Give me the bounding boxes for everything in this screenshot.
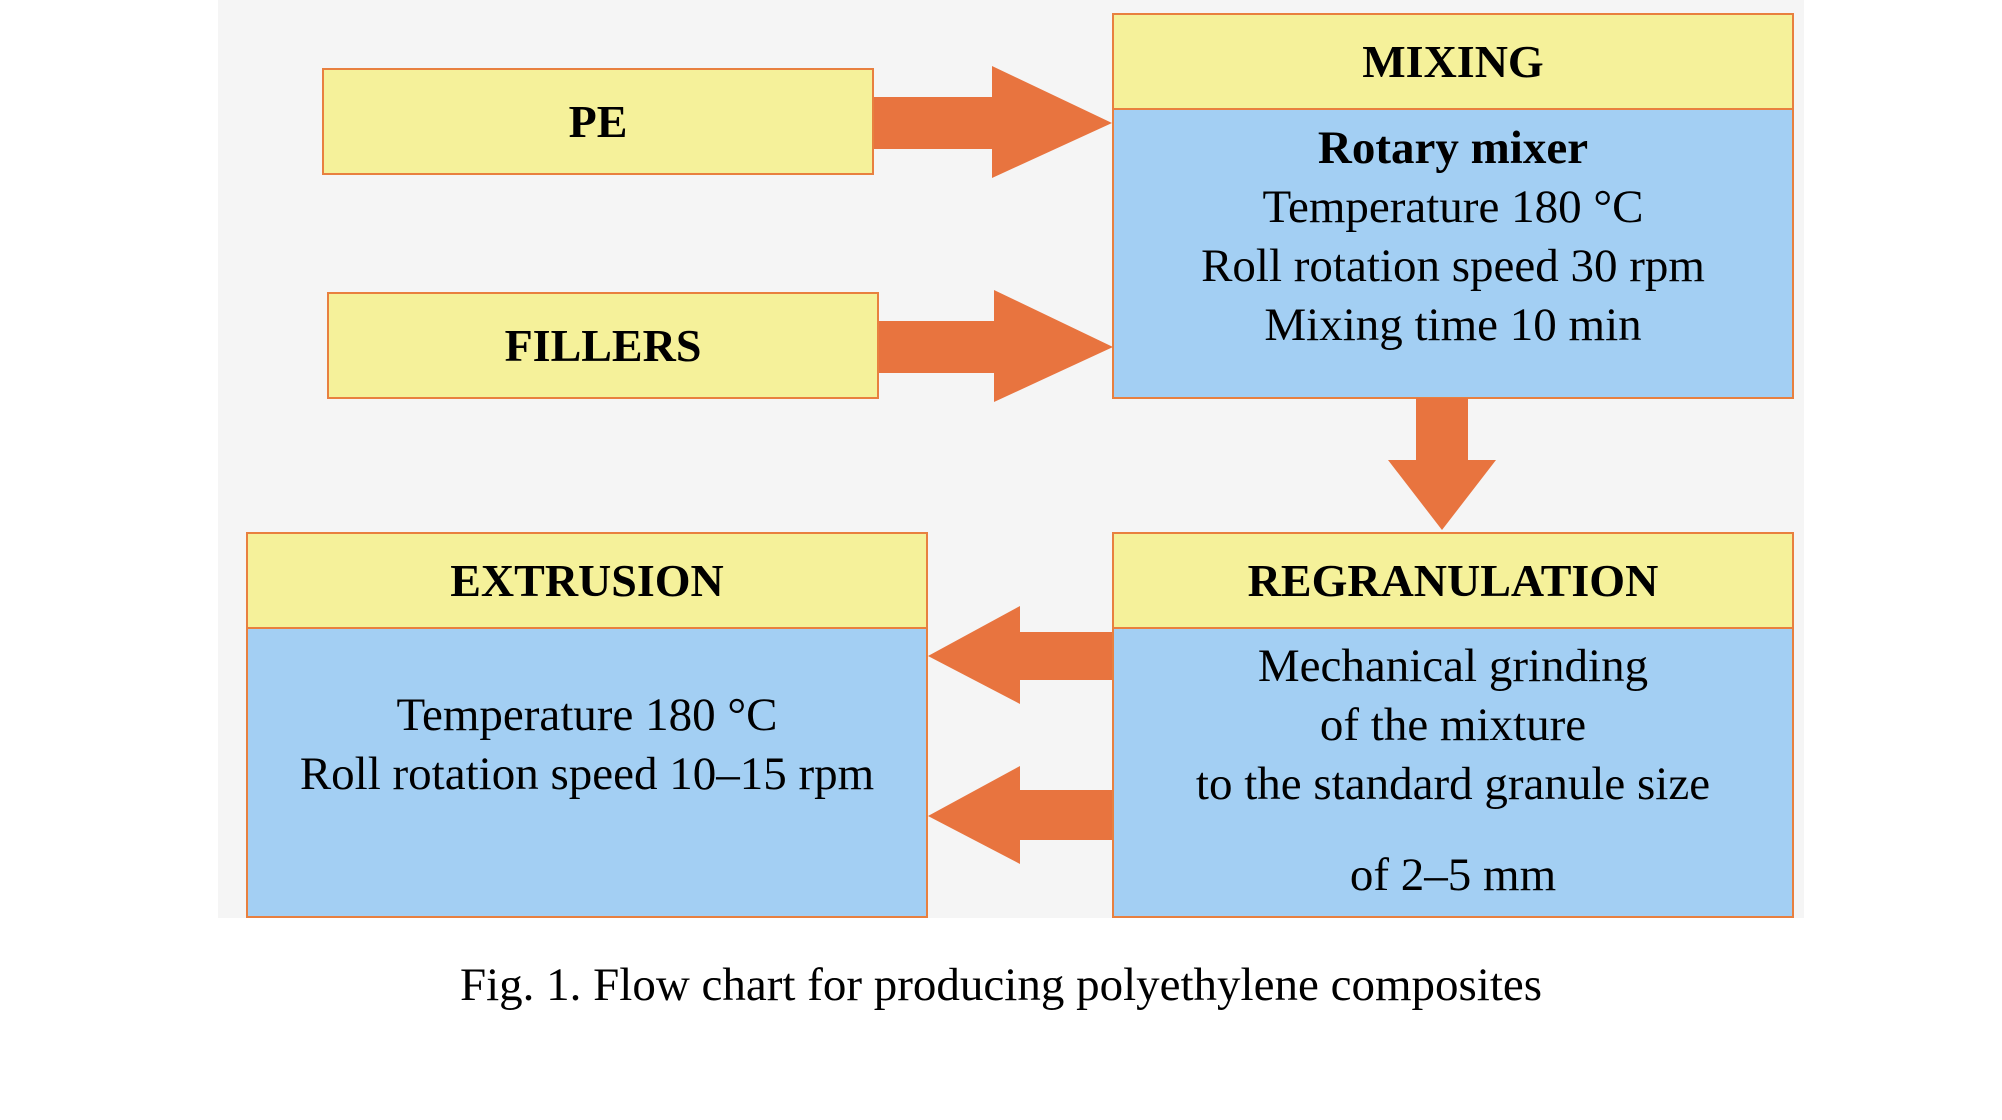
regranulation-line-1: Mechanical grinding (1257, 640, 1649, 692)
mixing-line-2: Temperature 180 °C (1262, 181, 1644, 233)
arrow-fillers-to-mixing (879, 290, 1113, 402)
mixing-line-3: Roll rotation speed 30 rpm (1201, 240, 1705, 292)
regranulation-line-2: of the mixture (1319, 699, 1587, 751)
regranulation-title: REGRANULATION (1247, 555, 1659, 606)
regranulation-line-4: of 2–5 mm (1349, 849, 1557, 901)
pe-label: PE (568, 96, 628, 147)
regranulation-header: REGRANULATION (1112, 532, 1794, 629)
arrow-pe-to-mixing (874, 66, 1112, 178)
arrow-regranulation-to-extrusion-lower (928, 766, 1112, 864)
mixing-header: MIXING (1112, 13, 1794, 110)
extrusion-title: EXTRUSION (450, 555, 724, 606)
fillers-box: FILLERS (327, 292, 879, 399)
extrusion-body: Temperature 180 °C Roll rotation speed 1… (246, 627, 928, 918)
pe-box: PE (322, 68, 874, 175)
extrusion-line-2: Roll rotation speed 10–15 rpm (299, 748, 875, 800)
extrusion-header: EXTRUSION (246, 532, 928, 629)
regranulation-body: Mechanical grinding of the mixture to th… (1112, 627, 1794, 918)
arrow-mixing-to-regranulation (1388, 398, 1496, 530)
mixing-body: Rotary mixer Temperature 180 °C Roll rot… (1112, 108, 1794, 399)
fillers-label: FILLERS (504, 320, 702, 371)
mixing-line-4: Mixing time 10 min (1264, 299, 1642, 351)
extrusion-line-1: Temperature 180 °C (396, 689, 778, 741)
figure-caption: Fig. 1. Flow chart for producing polyeth… (459, 959, 1543, 1011)
mixing-title: MIXING (1362, 36, 1544, 87)
mixing-line-1: Rotary mixer (1317, 122, 1589, 174)
regranulation-line-3: to the standard granule size (1195, 758, 1711, 810)
arrow-regranulation-to-extrusion-upper (928, 606, 1112, 704)
